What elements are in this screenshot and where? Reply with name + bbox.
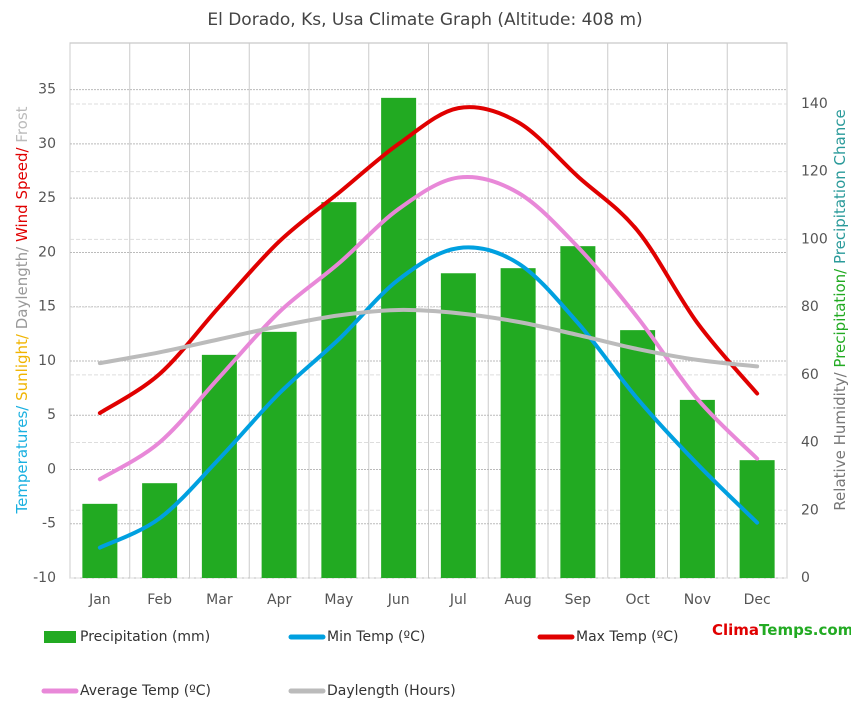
y-tick-label: 35 [38,82,56,98]
chart-title: El Dorado, Ks, Usa Climate Graph (Altitu… [207,10,642,30]
label-part: Frost [13,106,31,147]
bar [142,483,178,578]
y2-axis-label: Relative Humidity/ Precipitation/ Precip… [831,109,849,510]
y-tick-label: 25 [38,190,56,206]
y-tick-label: -10 [33,570,56,586]
y-tick-label: 15 [38,299,56,315]
y2-tick-label: 40 [801,435,819,451]
y-tick-label: -5 [42,516,56,532]
x-tick-label: Dec [744,592,771,608]
bar [261,331,297,578]
x-tick-label: Jun [387,592,410,608]
bar [620,330,656,578]
y-tick-label: 10 [38,353,56,369]
label-part: Precipitation Chance [831,109,849,268]
line [97,307,760,369]
x-tick-label: Jan [88,592,111,608]
y-axis-label: Temperatures/ Sunlight/ Daylength/ Wind … [13,106,31,514]
line [97,105,760,416]
line [97,174,760,482]
brand: ClimaTemps.com [712,621,851,639]
y-tick-label: 0 [47,461,56,477]
y2-tick-label: 20 [801,502,819,518]
x-tick-label: Mar [206,592,233,608]
y2-tick-label: 120 [801,164,828,180]
bar [440,273,476,578]
legend-swatch [44,631,76,643]
y2-tick-label: 0 [801,570,810,586]
bar [739,460,775,578]
x-tick-label: Apr [267,592,291,608]
y-tick-label: 30 [38,136,56,152]
y-tick-label: 20 [38,244,56,260]
label-part: Clima [712,621,759,639]
y2-tick-label: 60 [801,367,819,383]
legend-label: Average Temp (ºC) [80,683,211,699]
x-tick-label: Feb [147,592,172,608]
line [97,245,760,550]
label-part: Temperatures/ [13,405,31,515]
bar [560,246,596,578]
bar [500,268,536,578]
x-tick-label: May [324,592,353,608]
y2-tick-label: 140 [801,96,828,112]
x-tick-label: Nov [684,592,711,608]
bar [679,399,715,578]
label-part: Relative Humidity/ [831,371,849,510]
label-part: Precipitation/ [831,268,849,373]
legend-label: Daylength (Hours) [327,683,456,699]
x-tick-label: Sep [565,592,592,608]
y-tick-label: 5 [47,407,56,423]
y2-tick-label: 80 [801,299,819,315]
x-tick-label: Oct [626,592,651,608]
legend-label: Precipitation (mm) [80,629,210,645]
x-tick-label: Jul [449,592,467,608]
legend-label: Min Temp (ºC) [327,629,425,645]
bar [321,202,357,578]
legend-label: Max Temp (ºC) [576,629,678,645]
label-part: Temps.com [759,621,851,639]
label-part: Daylength/ [13,246,31,334]
label-part: Wind Speed/ [13,147,31,247]
bar [381,97,417,578]
x-tick-label: Aug [504,592,531,608]
label-part: Sunlight/ [13,333,31,406]
y2-tick-label: 100 [801,231,828,247]
